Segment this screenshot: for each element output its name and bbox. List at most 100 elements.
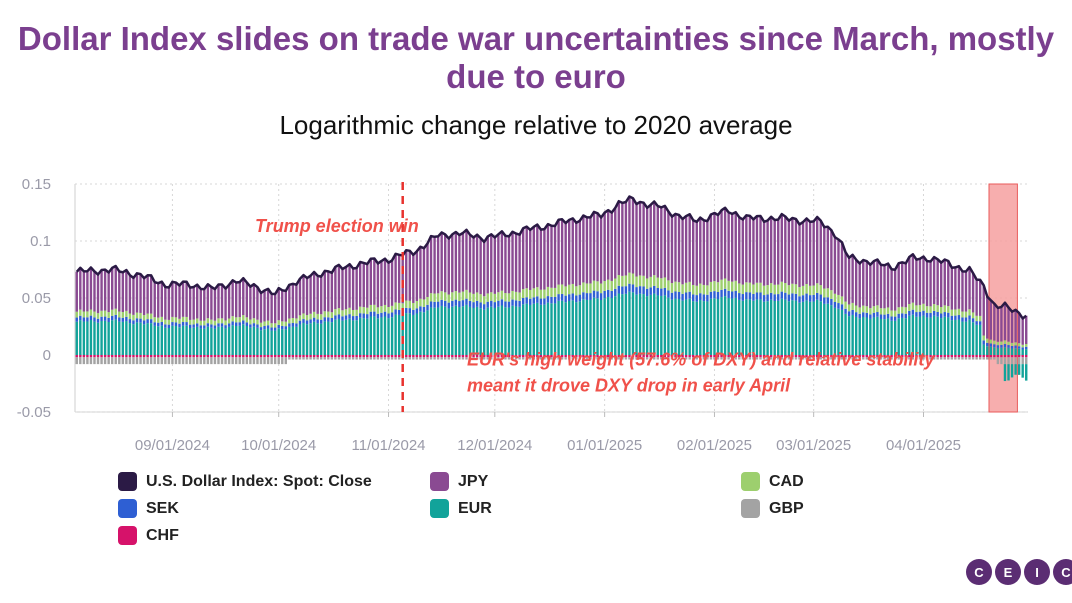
bar-jpy [964, 271, 968, 312]
bar-eur [532, 303, 535, 355]
bar-cad [596, 281, 599, 292]
bar-eur [936, 316, 939, 355]
bar-jpy [823, 227, 826, 289]
bar-cad [879, 308, 883, 315]
bar-eur [883, 319, 886, 355]
bar-sek [153, 322, 156, 326]
bar-jpy [238, 282, 241, 318]
bar-eur [376, 318, 380, 355]
bar-eur [681, 300, 684, 355]
bar-chf [238, 355, 241, 358]
bar-chf [426, 355, 429, 358]
bar-cad [730, 281, 734, 292]
bar-sek [592, 290, 596, 298]
bar-gbp [635, 357, 638, 360]
bar-chf [840, 355, 844, 358]
bar-jpy [75, 271, 78, 312]
bar-gbp [192, 357, 195, 365]
bar-jpy [883, 265, 886, 309]
bar-sek [805, 293, 808, 301]
bar-chf [252, 355, 256, 358]
bar-chf [291, 355, 295, 358]
bar-eur [553, 303, 557, 355]
bar-sek [252, 323, 256, 327]
bar-cad [851, 302, 854, 310]
bar-cad [461, 291, 465, 301]
bar-sek [936, 311, 939, 317]
bar-eur [986, 346, 989, 355]
bar-chf [79, 355, 82, 358]
bar-gbp [692, 357, 695, 360]
legend-label-jpy: JPY [458, 472, 489, 490]
bar-cad [971, 312, 975, 319]
bar-eur [139, 322, 142, 355]
bar-eur [695, 301, 698, 355]
bar-sek [798, 296, 801, 303]
bar-gbp [178, 357, 181, 365]
bar-sek [291, 322, 295, 327]
bar-jpy [288, 284, 291, 319]
bar-cad [96, 313, 100, 319]
bar-sek [819, 294, 822, 302]
bar-gbp [348, 357, 351, 360]
bar-gbp [89, 357, 93, 365]
bar-sek [961, 317, 964, 322]
bar-jpy [599, 217, 603, 284]
bar-chf [351, 355, 355, 358]
bar-jpy [734, 212, 737, 281]
x-tick-label: 11/01/2024 [352, 437, 426, 454]
bar-gbp [932, 357, 936, 360]
bar-eur [819, 301, 822, 355]
bar-chf [504, 355, 507, 358]
bar-eur [521, 304, 525, 355]
bar-sek [196, 323, 199, 327]
bar-eur [238, 325, 241, 355]
bar-chf [830, 355, 833, 358]
bar-gbp [819, 357, 822, 360]
bar-chf [366, 355, 369, 358]
bar-cad [688, 281, 691, 292]
bar-gbp [957, 357, 961, 360]
bar-cad [755, 282, 759, 293]
bar-sek [412, 309, 415, 315]
bar-jpy [649, 204, 652, 277]
bar-sek [904, 313, 907, 319]
bar-jpy [706, 221, 709, 286]
bar-gbp [986, 357, 989, 360]
bar-cad [908, 304, 911, 311]
bar-gbp [738, 357, 741, 360]
bar-eur [844, 313, 847, 355]
bar-sek [82, 317, 86, 322]
bar-gbp [380, 357, 383, 360]
bar-jpy [628, 196, 631, 273]
bar-chf [695, 355, 698, 358]
bar-sek [823, 297, 826, 304]
bar-gbp [865, 357, 869, 360]
bar-jpy [426, 243, 429, 298]
bar-cad [606, 279, 610, 290]
bar-sek [220, 323, 224, 327]
bar-chf [447, 355, 450, 358]
bar-gbp [670, 357, 674, 360]
bar-sek [86, 317, 89, 322]
bar-eur [188, 328, 192, 355]
legend-swatch-gbp [741, 499, 760, 518]
bar-cad [256, 319, 259, 325]
bar-eur [486, 307, 489, 355]
bar-cad [986, 338, 989, 343]
bar-sek [968, 315, 971, 320]
bar-jpy [128, 275, 132, 314]
bar-jpy [259, 292, 263, 323]
bar-sek [543, 298, 546, 305]
bar-jpy [1025, 315, 1028, 344]
legend-swatch-cad [741, 472, 760, 491]
bar-chf [323, 355, 326, 358]
bar-gbp [401, 357, 404, 360]
bar-eur [444, 306, 447, 355]
bar-eur [879, 318, 883, 355]
bar-sek [256, 324, 259, 328]
bar-sek [351, 316, 355, 321]
bar-eur [713, 298, 716, 355]
bar-chf [684, 355, 688, 358]
bar-gbp [164, 357, 167, 365]
